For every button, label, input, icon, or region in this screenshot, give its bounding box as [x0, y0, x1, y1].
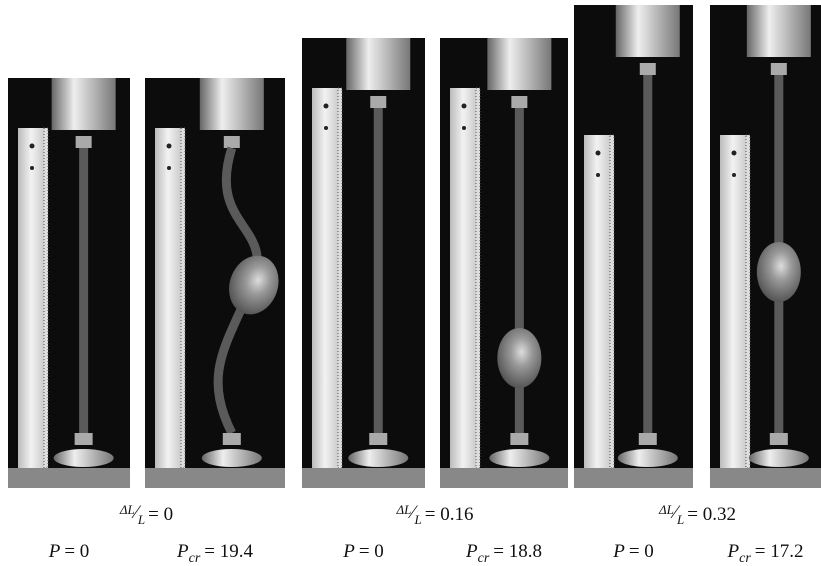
plate-hole: [167, 144, 172, 149]
strain-denominator: L: [137, 512, 145, 527]
photo-panel: [145, 78, 287, 488]
ruler-plate: [450, 88, 476, 468]
load-symbol: P: [342, 541, 355, 562]
bottom-clamp: [75, 433, 93, 445]
figure: ΔL⁄L= 0P= 0Pcr= 19.4ΔL⁄L= 0.16P= 0Pcr= 1…: [0, 0, 821, 566]
load-value: = 0: [64, 541, 89, 562]
top-clamp: [771, 63, 787, 75]
load-label: Pcr = 17.2: [727, 541, 804, 566]
strain-label: ΔL⁄L= 0.16: [395, 502, 473, 527]
load-subscript: cr: [189, 551, 201, 566]
bottom-clamp: [223, 433, 241, 445]
top-cylinder: [346, 38, 410, 90]
top-clamp: [370, 96, 386, 108]
load-symbol: P: [465, 541, 478, 562]
ruler-scale: [181, 128, 185, 468]
plate-hole: [732, 173, 736, 177]
load-value: = 0: [359, 541, 384, 562]
ruler-plate: [720, 135, 746, 468]
strain-numerator: ΔL: [658, 502, 674, 517]
ruler-scale: [338, 88, 342, 468]
base-stand: [145, 468, 285, 488]
ruler-scale: [610, 135, 614, 468]
ruler-plate: [155, 128, 181, 468]
base-stand: [302, 468, 425, 488]
top-cylinder: [487, 38, 551, 90]
top-cylinder: [200, 78, 264, 130]
top-cylinder: [616, 5, 680, 57]
strain-value: = 0.32: [687, 504, 736, 525]
photo-panel: [8, 78, 130, 488]
load-label: P= 0: [48, 541, 90, 562]
strain-label: ΔL⁄L= 0: [119, 502, 173, 527]
load-value: = 17.2: [755, 541, 804, 562]
bottom-clamp: [369, 433, 387, 445]
plate-hole: [732, 151, 737, 156]
load-label: P= 0: [342, 541, 384, 562]
ruler-plate: [312, 88, 338, 468]
load-label: Pcr= 18.8: [465, 541, 542, 566]
plate-hole: [167, 166, 171, 170]
strain-value: = 0: [148, 504, 173, 525]
load-symbol: P: [612, 541, 625, 562]
plate-hole: [324, 126, 328, 130]
top-clamp: [640, 63, 656, 75]
balloon-bulge: [757, 242, 801, 302]
base-stand: [440, 468, 568, 488]
strain-denominator: L: [414, 512, 422, 527]
load-symbol: P: [48, 541, 61, 562]
plate-hole: [30, 144, 35, 149]
load-value: = 19.4: [204, 541, 253, 562]
load-symbol: P: [727, 541, 740, 562]
photo-panel: [440, 38, 568, 488]
load-label: P= 0: [612, 541, 654, 562]
base-stand: [710, 468, 821, 488]
strain-label: ΔL⁄L= 0.32: [658, 502, 736, 527]
top-clamp: [511, 96, 527, 108]
strain-numerator: ΔL: [395, 502, 411, 517]
ruler-scale: [746, 135, 750, 468]
plate-hole: [462, 126, 466, 130]
base-stand: [574, 468, 693, 488]
plate-hole: [30, 166, 34, 170]
load-value: = 0: [629, 541, 654, 562]
top-clamp: [76, 136, 92, 148]
bottom-clamp: [639, 433, 657, 445]
ruler-plate: [18, 128, 44, 468]
plate-hole: [596, 173, 600, 177]
top-clamp: [224, 136, 240, 148]
top-cylinder: [747, 5, 811, 57]
ruler-scale: [476, 88, 480, 468]
plate-hole: [596, 151, 601, 156]
load-symbol: P: [176, 541, 189, 562]
load-label: Pcr= 19.4: [176, 541, 253, 566]
ruler-scale: [44, 128, 48, 468]
load-subscript: cr: [739, 551, 751, 566]
strain-numerator: ΔL: [119, 502, 135, 517]
strain-value: = 0.16: [425, 504, 474, 525]
base-fitting: [749, 449, 809, 467]
base-fitting: [348, 449, 408, 467]
photo-panel: [302, 38, 425, 488]
plate-hole: [324, 104, 329, 109]
top-cylinder: [52, 78, 116, 130]
photo-panel: [710, 5, 821, 488]
base-stand: [8, 468, 130, 488]
load-value: = 18.8: [493, 541, 542, 562]
plate-hole: [462, 104, 467, 109]
ruler-plate: [584, 135, 610, 468]
base-fitting: [202, 449, 262, 467]
base-fitting: [54, 449, 114, 467]
load-subscript: cr: [478, 551, 490, 566]
strain-denominator: L: [676, 512, 684, 527]
balloon-bulge: [497, 328, 541, 388]
bottom-clamp: [510, 433, 528, 445]
photo-panel: [574, 5, 693, 488]
base-fitting: [489, 449, 549, 467]
base-fitting: [618, 449, 678, 467]
bottom-clamp: [770, 433, 788, 445]
